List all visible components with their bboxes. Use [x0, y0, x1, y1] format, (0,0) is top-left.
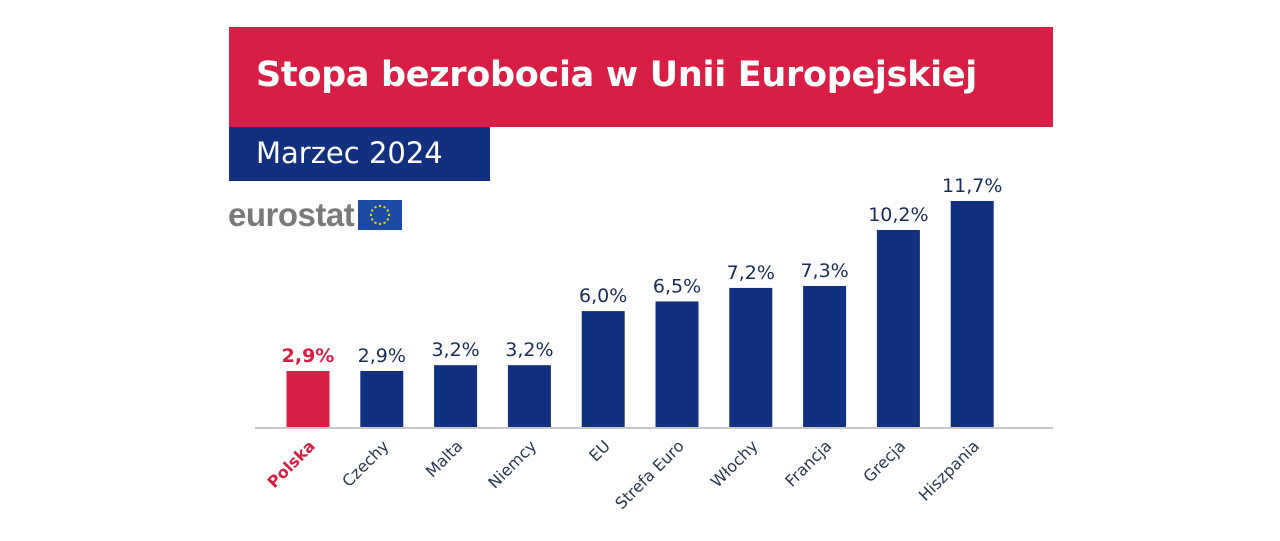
- eurostat-logo: eurostat: [228, 196, 403, 234]
- bar-niemcy: [507, 365, 551, 427]
- bar-włochy: [729, 287, 773, 427]
- eu-flag-icon: [358, 200, 403, 230]
- logo-text: eurostat: [228, 196, 355, 233]
- category-label: Malta: [422, 436, 467, 481]
- data-label: 6,0%: [579, 285, 627, 307]
- bar-strefa-euro: [655, 301, 699, 427]
- chart-title: Stopa bezrobocia w Unii Europejskiej: [256, 55, 977, 95]
- data-label: 3,2%: [505, 339, 553, 361]
- category-label: Hiszpania: [915, 436, 983, 504]
- category-label: EU: [585, 436, 614, 465]
- category-label: Czechy: [338, 436, 392, 490]
- data-label: 7,3%: [800, 260, 848, 282]
- category-label: Francja: [781, 436, 835, 490]
- chart-subtitle: Marzec 2024: [256, 136, 443, 170]
- data-label: 7,2%: [727, 262, 775, 284]
- data-label: 3,2%: [431, 339, 479, 361]
- bar-hiszpania: [950, 201, 994, 427]
- data-label: 2,9%: [282, 345, 335, 367]
- bar-francja: [803, 285, 847, 427]
- bar-polska: [286, 370, 330, 427]
- bar-eu: [581, 311, 625, 427]
- bar-malta: [434, 365, 478, 427]
- category-label: Strefa Euro: [611, 436, 688, 513]
- data-label: 2,9%: [358, 345, 406, 367]
- category-label: Włochy: [707, 436, 762, 491]
- data-label: 6,5%: [653, 275, 701, 297]
- category-label: Grecja: [859, 436, 909, 486]
- category-label: Niemcy: [484, 436, 540, 492]
- subtitle-banner: Marzec 2024: [229, 127, 490, 181]
- category-label: Polska: [264, 436, 319, 491]
- bar-czechy: [360, 370, 404, 427]
- data-label: 11,7%: [942, 175, 1002, 197]
- data-label: 10,2%: [868, 204, 928, 226]
- title-banner: Stopa bezrobocia w Unii Europejskiej: [229, 27, 1053, 127]
- bar-grecja: [876, 229, 920, 427]
